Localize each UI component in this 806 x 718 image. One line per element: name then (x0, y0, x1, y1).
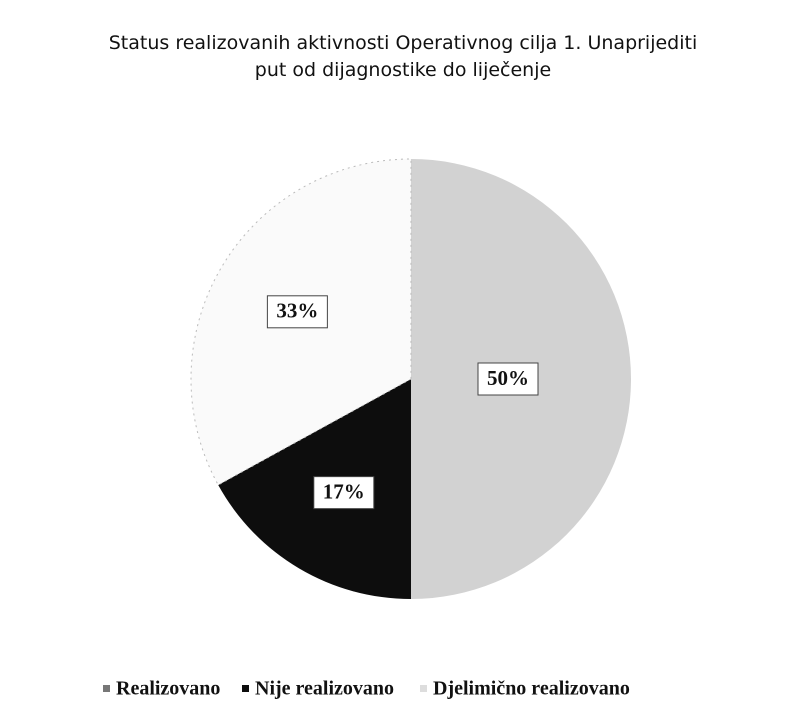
legend-marker (420, 685, 427, 692)
legend-label: Nije realizovano (255, 678, 394, 700)
chart-title: Status realizovanih aktivnosti Operativn… (108, 32, 698, 81)
data-label-box (266, 295, 328, 329)
data-label-box (313, 476, 375, 510)
legend-label: Realizovano (116, 678, 220, 700)
legend-marker (242, 685, 249, 692)
data-label-box (477, 362, 539, 396)
legend-label: Djelimično realizovano (433, 678, 630, 700)
data-label: 50% (487, 366, 529, 390)
legend-marker (103, 685, 110, 692)
data-label: 17% (323, 479, 365, 503)
data-label: 33% (276, 299, 318, 323)
